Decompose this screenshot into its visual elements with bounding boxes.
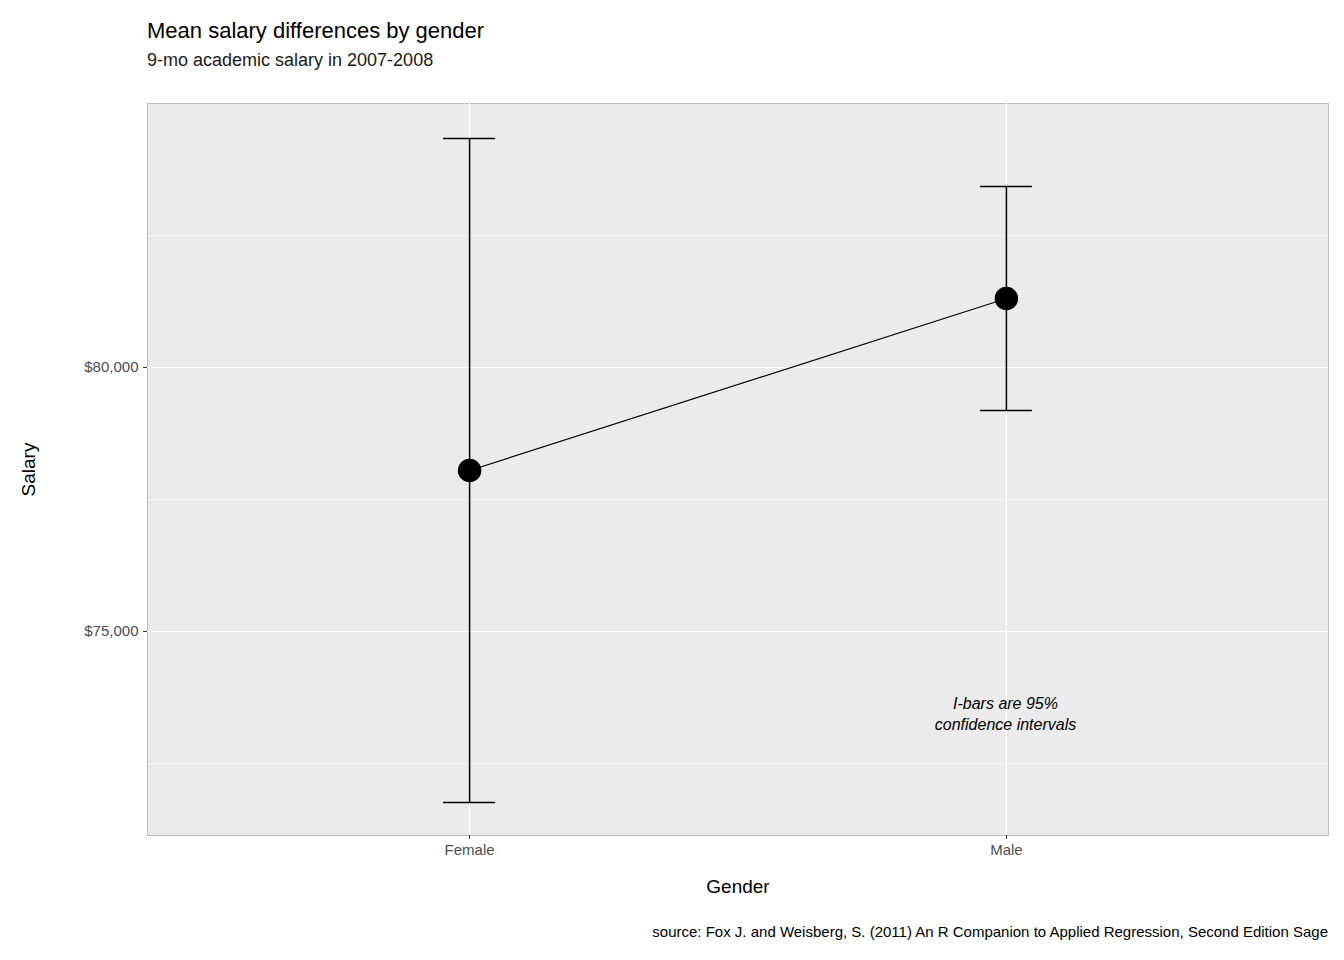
svg-text:Salary: Salary	[18, 442, 39, 496]
html-text:source: Fox J. and Weisberg, S: source: Fox J. and Weisberg, S. (2011) A…	[652, 923, 1328, 940]
svg-text:$75,000: $75,000	[84, 622, 138, 639]
html-text:Mean salary differences by gen: Mean salary differences by gender	[147, 18, 485, 43]
svg-text:I-bars are 95%confidence inter: I-bars are 95%confidence intervals	[935, 695, 1076, 733]
html-text:9-mo academic salary in 2007-2: 9-mo academic salary in 2007-2008	[147, 50, 434, 70]
svg-text:$80,000: $80,000	[84, 358, 138, 375]
svg-text:Female: Female	[445, 841, 495, 858]
svg-text:Gender: Gender	[706, 876, 770, 897]
svg-text:Male: Male	[990, 841, 1023, 858]
